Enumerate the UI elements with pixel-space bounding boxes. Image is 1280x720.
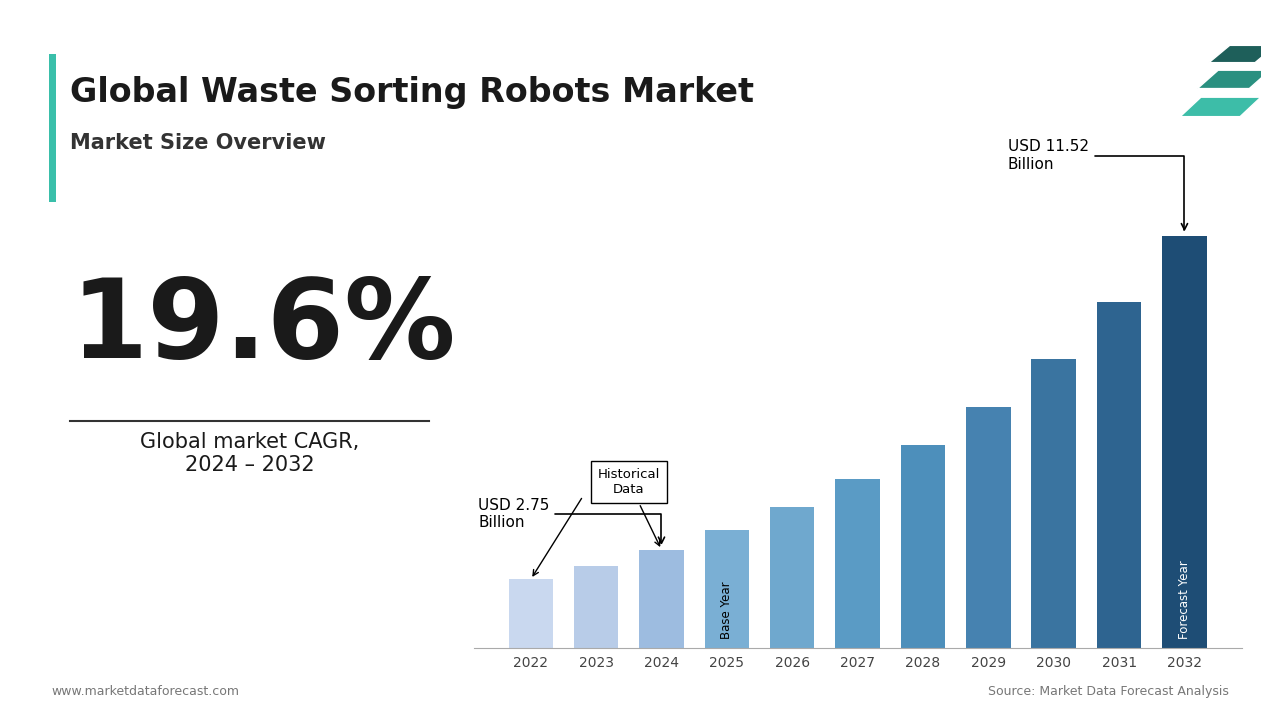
Text: Global market CAGR,
2024 – 2032: Global market CAGR, 2024 – 2032 — [140, 432, 360, 475]
Bar — [966, 408, 1011, 648]
Text: Forecast Year: Forecast Year — [1178, 560, 1190, 639]
Text: www.marketdataforecast.com: www.marketdataforecast.com — [51, 685, 239, 698]
Text: Historical
Data: Historical Data — [598, 468, 660, 546]
Polygon shape — [1180, 97, 1261, 117]
Bar — [639, 549, 684, 648]
Bar — [508, 580, 553, 648]
Polygon shape — [1210, 45, 1276, 63]
Bar — [573, 566, 618, 648]
Bar — [771, 507, 814, 648]
Bar — [1032, 359, 1076, 648]
Text: USD 2.75
Billion: USD 2.75 Billion — [479, 498, 664, 544]
Text: 19.6%: 19.6% — [70, 274, 456, 381]
Bar — [836, 479, 879, 648]
Bar — [704, 530, 749, 648]
Bar — [901, 445, 945, 648]
Text: Base Year: Base Year — [721, 582, 733, 639]
Bar — [1162, 236, 1207, 648]
Bar — [1097, 302, 1142, 648]
Text: USD 11.52
Billion: USD 11.52 Billion — [1007, 140, 1188, 230]
Text: Global Waste Sorting Robots Market: Global Waste Sorting Robots Market — [70, 76, 754, 109]
Polygon shape — [1197, 71, 1270, 89]
Text: Source: Market Data Forecast Analysis: Source: Market Data Forecast Analysis — [988, 685, 1229, 698]
Text: Market Size Overview: Market Size Overview — [70, 133, 326, 153]
